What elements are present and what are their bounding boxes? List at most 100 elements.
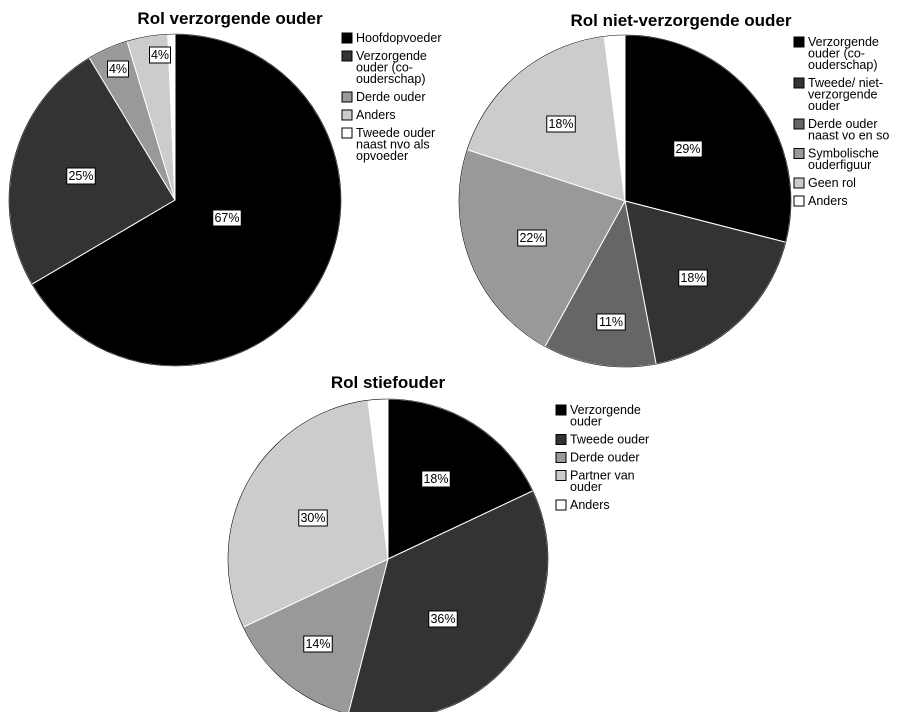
legend-swatch: [555, 404, 567, 416]
data-label: 14%: [303, 635, 333, 653]
pie-outline: [8, 33, 342, 367]
legend-label: ouder: [570, 415, 602, 429]
data-label-box: [298, 509, 328, 527]
data-label-box: [107, 60, 129, 78]
data-label-text: 36%: [430, 612, 455, 626]
legend-label: ouder (co-: [808, 47, 865, 61]
legend-swatch: [793, 177, 805, 189]
legend-swatch: [341, 91, 353, 103]
legend-swatch: [793, 118, 805, 130]
chart-title: Rol niet-verzorgende ouder: [570, 11, 791, 30]
data-label: 11%: [596, 313, 626, 331]
data-label: 25%: [66, 167, 96, 185]
legend-item: Derde ouder: [555, 451, 640, 465]
legend-label: Anders: [570, 498, 610, 512]
pie-chart-3: Rol stiefouder18%36%14%30%Verzorgendeoud…: [227, 373, 649, 712]
legend-label: ouder: [570, 480, 602, 494]
data-label-box: [546, 115, 576, 133]
data-label-box: [149, 46, 171, 64]
chart-title: Rol verzorgende ouder: [137, 9, 323, 28]
data-label-box: [421, 470, 451, 488]
legend-swatch: [341, 32, 353, 44]
legend-swatch: [341, 50, 353, 62]
data-label: 18%: [421, 470, 451, 488]
data-label-text: 11%: [599, 315, 623, 329]
data-label-box: [517, 229, 547, 247]
legend-swatch: [793, 148, 805, 159]
legend-label: Verzorgende: [356, 49, 427, 63]
pie-slices: [8, 33, 342, 367]
legend-label: Tweede/ niet-: [808, 76, 883, 90]
legend-swatch: [555, 499, 567, 511]
legend-item: Anders: [555, 498, 610, 512]
legend-swatch: [555, 434, 567, 445]
legend-label: Partner van: [570, 469, 635, 483]
data-label-box: [678, 269, 708, 287]
legend-label: Anders: [808, 194, 848, 208]
legend-label: ouder: [808, 99, 840, 113]
data-label-box: [596, 313, 626, 331]
data-label-box: [66, 167, 96, 185]
data-label: 18%: [546, 115, 576, 133]
pie-chart-1: Rol verzorgende ouder 67% 25% 4% 4% Hoofdopvo…: [8, 9, 441, 367]
data-label: 22%: [517, 229, 547, 247]
data-label-text: 14%: [305, 637, 330, 651]
data-label-text: 4%: [109, 62, 127, 76]
legend-label: ouderschap): [356, 72, 426, 86]
legend-label: Symbolische: [808, 147, 879, 161]
legend-swatch: [793, 77, 805, 89]
legend-label: ouderschap): [808, 58, 878, 72]
data-label-text: 18%: [680, 271, 705, 285]
data-label-text: 18%: [548, 117, 573, 131]
data-label-box: [212, 209, 242, 227]
legend-swatch: [793, 36, 805, 48]
legend-label: Derde ouder: [808, 117, 878, 131]
data-label: 30%: [298, 509, 328, 527]
data-label: 4%: [149, 46, 171, 64]
legend-swatch: [341, 127, 353, 139]
legend-swatch: [555, 452, 567, 463]
legend-item: Geen rol: [793, 176, 856, 190]
pie-outline: [227, 398, 549, 712]
pie-chart-2: Rol niet-verzorgende ouder 29% 18% 11% 22% 18…: [458, 11, 889, 368]
data-label-text: 18%: [423, 472, 448, 486]
pie-outline: [458, 34, 792, 368]
data-label-box: [303, 635, 333, 653]
legend-label: ouderfiguur: [808, 158, 871, 172]
legend-item: Tweede ouder: [555, 433, 649, 447]
data-label: 18%: [678, 269, 708, 287]
data-label-text: 22%: [519, 231, 544, 245]
pie-slices: [227, 398, 549, 712]
chart-title: Rol stiefouder: [331, 373, 446, 392]
data-label-box: [673, 140, 703, 158]
data-label-text: 30%: [300, 511, 325, 525]
data-label: 29%: [673, 140, 703, 158]
legend-label: Derde ouder: [356, 90, 426, 104]
legend-label: Tweede ouder: [570, 433, 649, 447]
data-label: 4%: [107, 60, 129, 78]
legend-item: Derde ouder: [341, 90, 426, 104]
legend-label: naast nvo als: [356, 138, 430, 152]
data-label: 67%: [212, 209, 242, 227]
legend-label: Geen rol: [808, 176, 856, 190]
data-label-box: [428, 610, 458, 628]
legend-swatch: [341, 109, 353, 121]
legend-label: Verzorgende: [570, 403, 641, 417]
legend-item: Anders: [341, 108, 396, 122]
legend-label: Verzorgende: [808, 35, 879, 49]
data-label-text: 67%: [214, 211, 239, 225]
legend-label: Anders: [356, 108, 396, 122]
legend-item: Anders: [793, 194, 848, 208]
legend-label: Hoofdopvoeder: [356, 31, 441, 45]
data-label-text: 4%: [151, 48, 169, 62]
data-label-text: 25%: [68, 169, 93, 183]
